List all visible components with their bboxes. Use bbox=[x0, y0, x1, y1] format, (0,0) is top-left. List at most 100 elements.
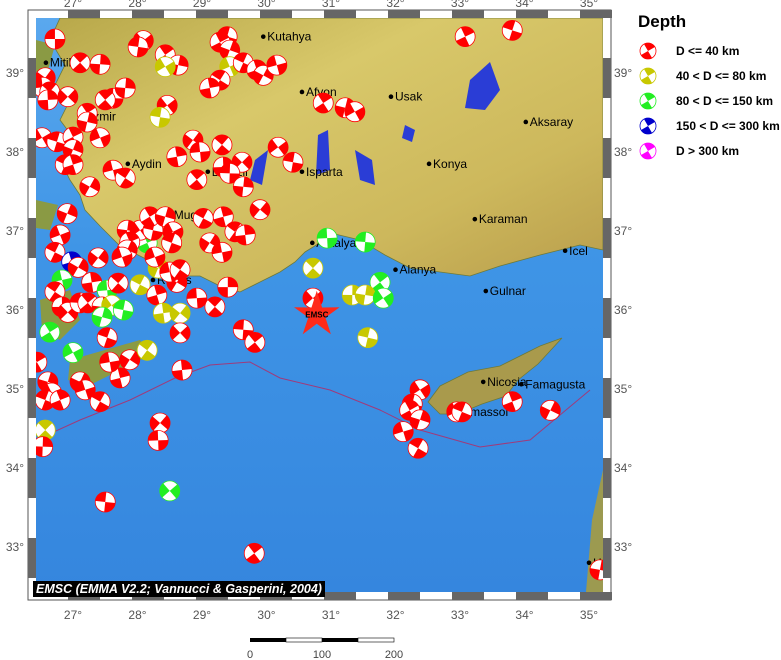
focal-mechanism-76[interactable] bbox=[62, 342, 84, 364]
focal-mechanism-42[interactable] bbox=[189, 141, 211, 163]
focal-mechanism-124[interactable] bbox=[49, 389, 71, 411]
focal-mechanism-146[interactable] bbox=[451, 401, 473, 423]
focal-mechanism-90[interactable] bbox=[217, 276, 239, 298]
focal-mechanism-39[interactable] bbox=[114, 167, 136, 189]
lat-tick-label-right: 34° bbox=[614, 461, 632, 475]
focal-mechanism-46[interactable] bbox=[219, 162, 241, 184]
focal-mechanism-149[interactable] bbox=[392, 421, 414, 443]
focal-mechanism-53[interactable] bbox=[344, 101, 366, 123]
focal-mechanism-111[interactable] bbox=[316, 227, 338, 249]
focal-mechanism-43[interactable] bbox=[211, 134, 233, 156]
focal-mechanism-88[interactable] bbox=[186, 287, 208, 309]
focal-mechanism-144[interactable] bbox=[409, 409, 431, 431]
focal-mechanism-29[interactable] bbox=[76, 111, 98, 133]
focal-mechanism-66[interactable] bbox=[107, 272, 129, 294]
focal-mechanism-15[interactable] bbox=[266, 54, 288, 76]
focal-mechanism-136[interactable] bbox=[33, 436, 54, 458]
focal-mechanism-58[interactable] bbox=[44, 241, 66, 263]
focal-mechanism-120[interactable] bbox=[27, 351, 48, 373]
focal-mechanism-112[interactable] bbox=[302, 257, 324, 279]
focal-mechanism-37[interactable] bbox=[79, 176, 101, 198]
focal-mechanism-51[interactable] bbox=[312, 92, 334, 114]
focal-mechanism-150[interactable] bbox=[407, 437, 429, 459]
focal-mechanism-24[interactable] bbox=[94, 89, 116, 111]
focal-mechanism-103[interactable] bbox=[111, 246, 133, 268]
focal-mechanism-82[interactable] bbox=[146, 284, 168, 306]
focal-mechanism-80[interactable] bbox=[144, 246, 166, 268]
focal-mechanism-56[interactable] bbox=[56, 203, 78, 225]
focal-mechanism-115[interactable] bbox=[354, 231, 376, 253]
focal-mechanism-135[interactable] bbox=[35, 419, 56, 441]
focal-mechanism-85[interactable] bbox=[169, 259, 191, 281]
focal-mechanism-130[interactable] bbox=[99, 351, 121, 373]
focal-mechanism-104[interactable] bbox=[192, 207, 214, 229]
focal-mechanism-36[interactable] bbox=[62, 154, 84, 176]
focal-mechanism-138[interactable] bbox=[94, 491, 116, 513]
focal-mechanism-131[interactable] bbox=[136, 339, 158, 361]
focal-mechanism-25[interactable] bbox=[114, 77, 136, 99]
city-dot bbox=[523, 119, 529, 125]
focal-mechanism-64[interactable] bbox=[87, 247, 109, 269]
focal-mechanism-107[interactable] bbox=[211, 241, 233, 263]
focal-mechanism-109[interactable] bbox=[234, 224, 256, 246]
lon-tick-label-top: 28° bbox=[128, 0, 146, 10]
focal-mechanism-63[interactable] bbox=[81, 271, 103, 293]
focal-mechanism-117[interactable] bbox=[354, 284, 376, 306]
focal-mechanism-40[interactable] bbox=[166, 146, 188, 168]
focal-mechanism-0[interactable] bbox=[44, 28, 66, 50]
focal-mechanism-50[interactable] bbox=[282, 151, 304, 173]
city-label: Konya bbox=[433, 157, 467, 171]
focal-mechanism-139[interactable] bbox=[243, 542, 265, 564]
focal-mechanism-4[interactable] bbox=[127, 36, 149, 58]
focal-mechanism-86[interactable] bbox=[152, 302, 174, 324]
focal-mechanism-91[interactable] bbox=[169, 322, 191, 344]
focal-mechanism-14[interactable] bbox=[252, 64, 274, 86]
focal-mechanism-77[interactable] bbox=[96, 327, 118, 349]
focal-mechanism-147[interactable] bbox=[501, 391, 523, 413]
focal-mechanism-89[interactable] bbox=[204, 296, 226, 318]
focal-mechanism-132[interactable] bbox=[171, 359, 193, 381]
lon-tick-label-top: 35° bbox=[580, 0, 598, 10]
focal-mechanism-73[interactable] bbox=[112, 299, 134, 321]
focal-mechanism-10[interactable] bbox=[219, 39, 241, 61]
focal-mechanism-74[interactable] bbox=[39, 321, 61, 343]
focal-mechanism-128[interactable] bbox=[109, 367, 131, 389]
focal-mechanism-57[interactable] bbox=[49, 224, 71, 246]
focal-mechanism-47[interactable] bbox=[186, 169, 208, 191]
focal-mechanism-55[interactable] bbox=[454, 26, 476, 48]
focal-mechanism-22[interactable] bbox=[57, 86, 79, 108]
lon-tick-label: 33° bbox=[451, 608, 469, 622]
lat-tick-label-right: 35° bbox=[614, 382, 632, 396]
focal-mechanism-134[interactable] bbox=[147, 429, 169, 451]
focal-mechanism-118[interactable] bbox=[372, 287, 394, 309]
focal-mechanism-105[interactable] bbox=[212, 206, 234, 228]
focal-mechanism-49[interactable] bbox=[267, 136, 289, 158]
focal-mechanism-60[interactable] bbox=[67, 256, 89, 278]
focal-mechanism-87[interactable] bbox=[169, 302, 191, 324]
focal-mechanism-127[interactable] bbox=[89, 391, 111, 413]
focal-mechanism-7[interactable] bbox=[154, 56, 176, 78]
focal-mechanism-54[interactable] bbox=[501, 19, 523, 41]
focal-mechanism-148[interactable] bbox=[539, 399, 561, 421]
focal-mechanism-75[interactable] bbox=[91, 306, 113, 328]
focal-mechanism-2[interactable] bbox=[89, 53, 111, 75]
focal-mechanism-100[interactable] bbox=[161, 232, 183, 254]
focal-mechanism-137[interactable] bbox=[159, 480, 181, 502]
focal-mechanism-1[interactable] bbox=[69, 52, 91, 74]
focal-mechanism-21[interactable] bbox=[37, 89, 59, 111]
focal-mechanism-140[interactable] bbox=[589, 559, 610, 581]
focal-mechanism-129[interactable] bbox=[119, 349, 141, 371]
focal-mechanism-133[interactable] bbox=[149, 412, 171, 434]
focal-mechanism-110[interactable] bbox=[249, 199, 271, 221]
focal-mechanism-27[interactable] bbox=[149, 106, 171, 128]
focal-mechanism-34[interactable] bbox=[89, 127, 111, 149]
focal-mechanism-48[interactable] bbox=[232, 176, 254, 198]
focal-mechanism-93[interactable] bbox=[244, 331, 266, 353]
focal-mechanism-17[interactable] bbox=[199, 77, 221, 99]
focal-mechanism-97[interactable] bbox=[139, 206, 161, 228]
emsc-marker: EMSC bbox=[294, 290, 340, 335]
focal-mechanism-81[interactable] bbox=[129, 274, 151, 296]
focal-mechanism-119[interactable] bbox=[357, 327, 379, 349]
